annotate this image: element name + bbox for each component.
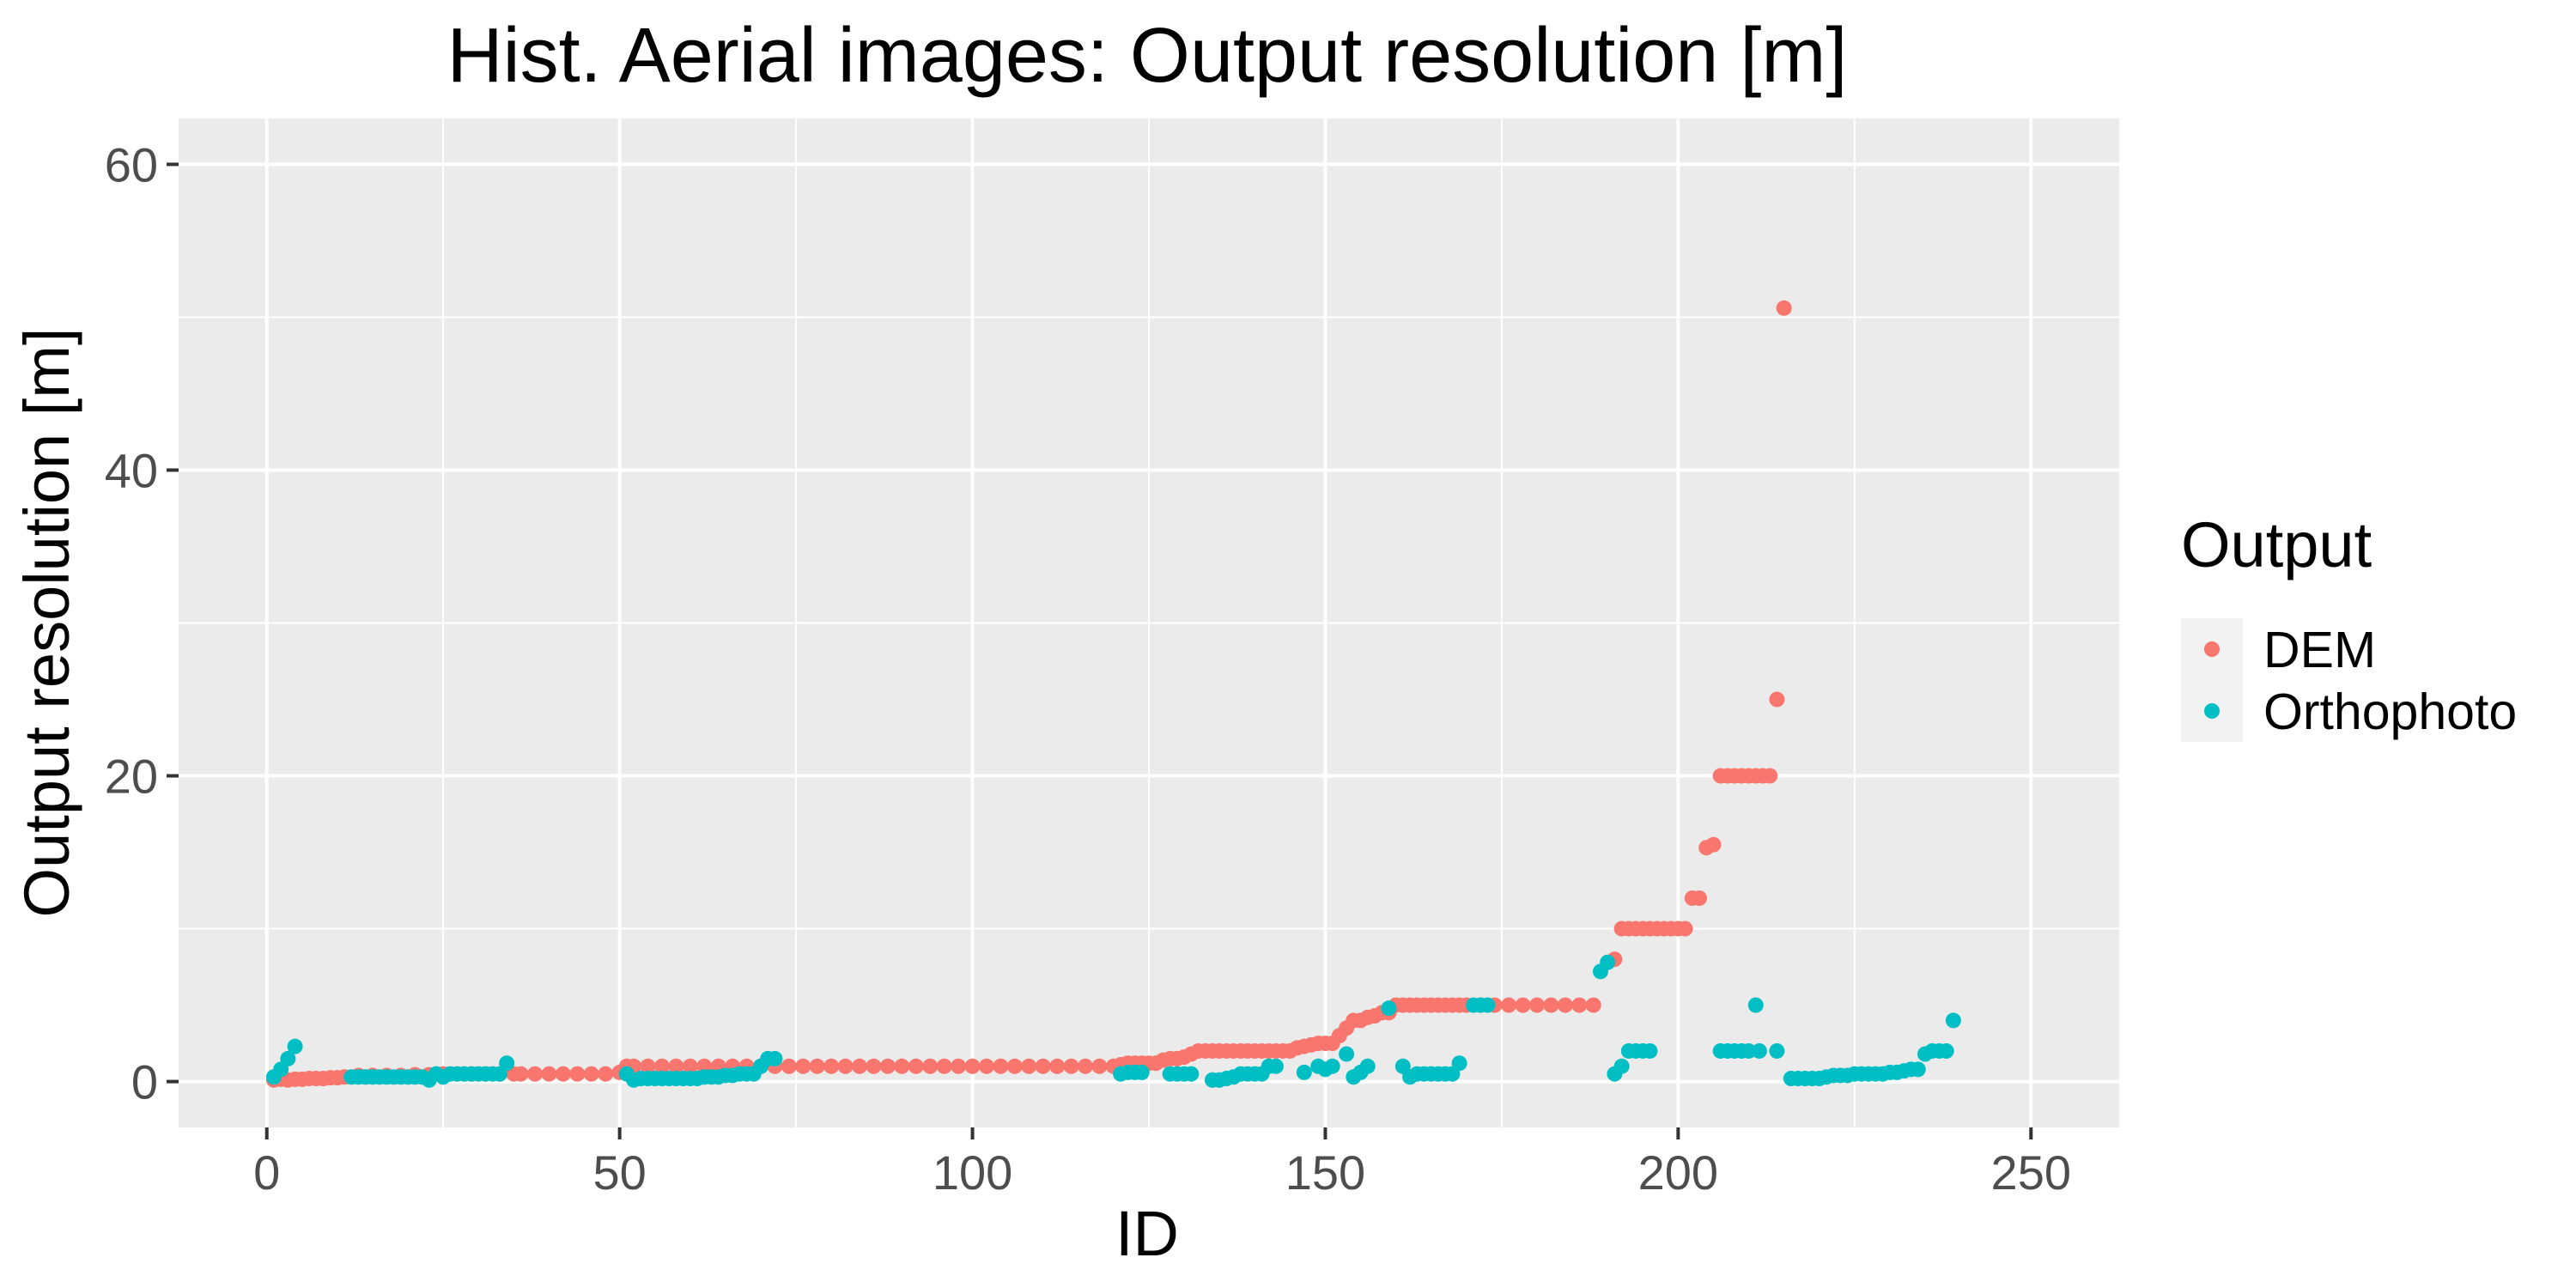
dem-point	[541, 1066, 557, 1082]
dem-point	[879, 1058, 896, 1074]
dem-point	[866, 1058, 882, 1074]
grid-minor	[179, 118, 2119, 1127]
dem-point	[852, 1058, 868, 1074]
dem-point	[1021, 1058, 1037, 1074]
dem-point	[583, 1066, 599, 1082]
dem-point	[837, 1058, 854, 1074]
dem-point	[894, 1058, 910, 1074]
dem-point	[668, 1058, 684, 1074]
orthophoto-point	[1600, 954, 1616, 970]
x-tick-label: 50	[592, 1145, 646, 1200]
y-tick-label: 0	[131, 1055, 158, 1109]
dem-point	[1006, 1058, 1023, 1074]
orthophoto-point	[1133, 1064, 1150, 1080]
orthophoto-point	[1451, 1055, 1467, 1072]
dem-point	[555, 1066, 571, 1082]
dem-point	[1769, 691, 1785, 708]
x-tick-label: 250	[1991, 1145, 2071, 1200]
dem-point	[1571, 997, 1588, 1013]
dem-point	[936, 1058, 952, 1074]
dem-point	[964, 1058, 981, 1074]
dem-point	[513, 1066, 529, 1082]
dem-point	[1692, 890, 1708, 906]
x-tick-label: 200	[1638, 1145, 1718, 1200]
dem-point	[1543, 997, 1559, 1013]
orthophoto-point	[1751, 1042, 1767, 1059]
orthophoto-point	[1769, 1042, 1785, 1059]
dem-point	[653, 1058, 670, 1074]
dem-point	[1063, 1058, 1079, 1074]
orthophoto-point	[1938, 1042, 1954, 1059]
dem-point	[951, 1058, 967, 1074]
dem-point	[993, 1058, 1009, 1074]
dem-point	[978, 1058, 994, 1074]
orthophoto-point	[1747, 997, 1764, 1013]
x-tick-label: 0	[253, 1145, 280, 1200]
grid-major	[179, 118, 2119, 1127]
dem-point	[1078, 1058, 1094, 1074]
dem-point	[1091, 1058, 1108, 1074]
dem-point	[527, 1066, 544, 1082]
orthophoto-point	[1642, 1042, 1658, 1059]
chart-title: Hist. Aerial images: Output resolution […	[447, 13, 1848, 99]
y-tick-label: 40	[105, 443, 158, 497]
dem-point	[598, 1066, 614, 1082]
legend-title: Output	[2181, 509, 2372, 580]
orthophoto-point	[280, 1050, 296, 1066]
data-points	[265, 300, 1961, 1088]
dem-point	[795, 1058, 811, 1074]
orthophoto-point	[1296, 1064, 1312, 1080]
dem-point	[682, 1058, 698, 1074]
dem-point	[823, 1058, 840, 1074]
legend-label-dem: DEM	[2263, 622, 2376, 678]
orthophoto-point	[1945, 1012, 1961, 1029]
dem-point	[1705, 836, 1722, 853]
x-tick-label: 150	[1285, 1145, 1365, 1200]
dem-point	[1529, 997, 1545, 1013]
x-tick-label: 100	[933, 1145, 1012, 1200]
legend-key-orthophoto	[2204, 703, 2220, 719]
dem-point	[922, 1058, 939, 1074]
legend-key-background	[2181, 618, 2243, 742]
x-axis-title: ID	[1115, 1198, 1179, 1269]
orthophoto-point	[1741, 1042, 1757, 1059]
orthophoto-point	[1359, 1058, 1376, 1074]
orthophoto-point	[1324, 1058, 1340, 1074]
orthophoto-point	[1613, 1058, 1630, 1074]
dem-point	[640, 1058, 656, 1074]
dem-point	[1501, 997, 1517, 1013]
legend-key-dem	[2204, 641, 2220, 657]
y-tick-label: 60	[105, 137, 158, 191]
dem-point	[1035, 1058, 1051, 1074]
orthophoto-point	[767, 1050, 783, 1066]
legend-label-orthophoto: Orthophoto	[2263, 683, 2517, 740]
dem-point	[1515, 997, 1531, 1013]
dem-point	[809, 1058, 825, 1074]
orthophoto-point	[499, 1055, 515, 1072]
orthophoto-point	[1339, 1046, 1355, 1062]
x-axis: 0 50 100 150 200 250	[253, 1127, 2071, 1200]
orthophoto-point	[1910, 1061, 1926, 1078]
orthophoto-point	[1183, 1066, 1200, 1082]
y-tick-label: 20	[105, 750, 158, 804]
dem-point	[1677, 920, 1693, 937]
dem-point	[1585, 997, 1601, 1013]
y-axis: 0 20 40 60	[105, 137, 179, 1109]
dem-point	[569, 1066, 586, 1082]
dem-point	[781, 1058, 797, 1074]
orthophoto-point	[1479, 997, 1496, 1013]
dem-point	[1049, 1058, 1066, 1074]
orthophoto-point	[1381, 1000, 1397, 1017]
orthophoto-point	[287, 1038, 303, 1054]
dem-point	[1762, 768, 1778, 784]
dem-point	[1776, 300, 1792, 316]
orthophoto-point	[1267, 1058, 1284, 1074]
y-axis-title: Output resolution [m]	[11, 328, 82, 918]
dem-point	[908, 1058, 924, 1074]
dem-point	[1557, 997, 1573, 1013]
